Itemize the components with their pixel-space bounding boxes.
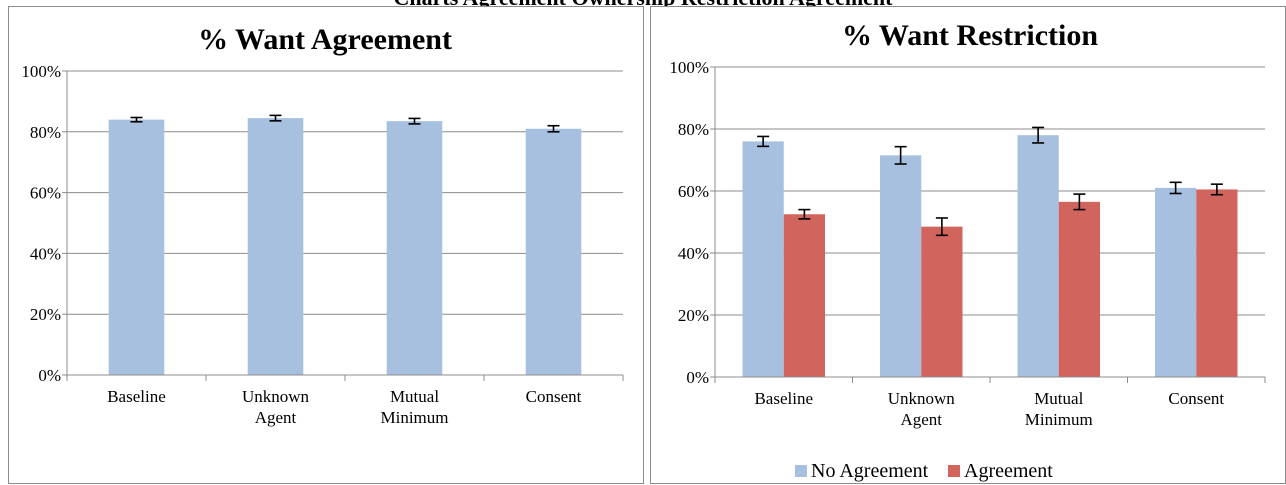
- legend-swatch: [948, 465, 960, 477]
- y-tick-label: 60%: [30, 184, 61, 203]
- bar: [247, 118, 304, 376]
- x-category-label: Minimum: [380, 408, 448, 427]
- y-tick-label: 0%: [38, 366, 61, 385]
- x-category-label: Baseline: [754, 389, 813, 408]
- y-tick-label: 40%: [678, 244, 709, 263]
- bar: [1058, 201, 1100, 377]
- y-tick-label: 60%: [678, 182, 709, 201]
- chart-want-restriction: % Want Restriction 0% 20% 40% 60% 80% 100% Base…: [669, 19, 1266, 482]
- x-category-label: Mutual: [390, 387, 439, 406]
- bar: [108, 119, 165, 375]
- x-category-label: Agent: [255, 408, 297, 427]
- chart-want-agreement: % Want Agreement 0% 20% 40% 60% 80% 100% Baseli…: [21, 23, 624, 427]
- y-tick-label: 100%: [669, 58, 709, 77]
- bar: [742, 141, 784, 377]
- chart-panel-want-agreement: % Want Agreement 0% 20% 40% 60% 80% 100% Baseli…: [8, 6, 644, 484]
- chart-title: % Want Restriction: [842, 19, 1098, 52]
- x-category-label: Mutual: [1034, 389, 1083, 408]
- bar: [783, 214, 825, 377]
- x-category-label: Unknown: [888, 389, 956, 408]
- legend-label: No Agreement: [811, 460, 929, 482]
- bar: [880, 155, 922, 377]
- y-tick-label: 80%: [678, 120, 709, 139]
- y-tick-label: 80%: [30, 123, 61, 142]
- legend-swatch: [795, 465, 807, 477]
- bar: [1155, 187, 1197, 377]
- bar: [1017, 135, 1059, 377]
- x-category-label: Consent: [1168, 389, 1224, 408]
- bar: [921, 226, 963, 377]
- legend-label: Agreement: [964, 460, 1053, 482]
- y-tick-label: 20%: [30, 305, 61, 324]
- x-category-label: Unknown: [242, 387, 310, 406]
- x-category-label: Minimum: [1025, 410, 1093, 429]
- y-tick-label: 20%: [678, 306, 709, 325]
- chart-panel-want-restriction: % Want Restriction 0% 20% 40% 60% 80% 100% Base…: [650, 6, 1286, 484]
- x-category-label: Consent: [526, 387, 582, 406]
- x-category-label: Baseline: [107, 387, 166, 406]
- chart-title: % Want Agreement: [198, 23, 452, 56]
- bar: [386, 121, 443, 375]
- y-tick-label: 0%: [686, 368, 709, 387]
- y-tick-label: 100%: [21, 62, 61, 81]
- y-tick-label: 40%: [30, 244, 61, 263]
- bar: [525, 128, 582, 375]
- bar: [1196, 189, 1238, 377]
- x-category-label: Agent: [900, 410, 942, 429]
- cropped-figure-heading: Charts Agreement Ownership Restriction A…: [0, 0, 1286, 9]
